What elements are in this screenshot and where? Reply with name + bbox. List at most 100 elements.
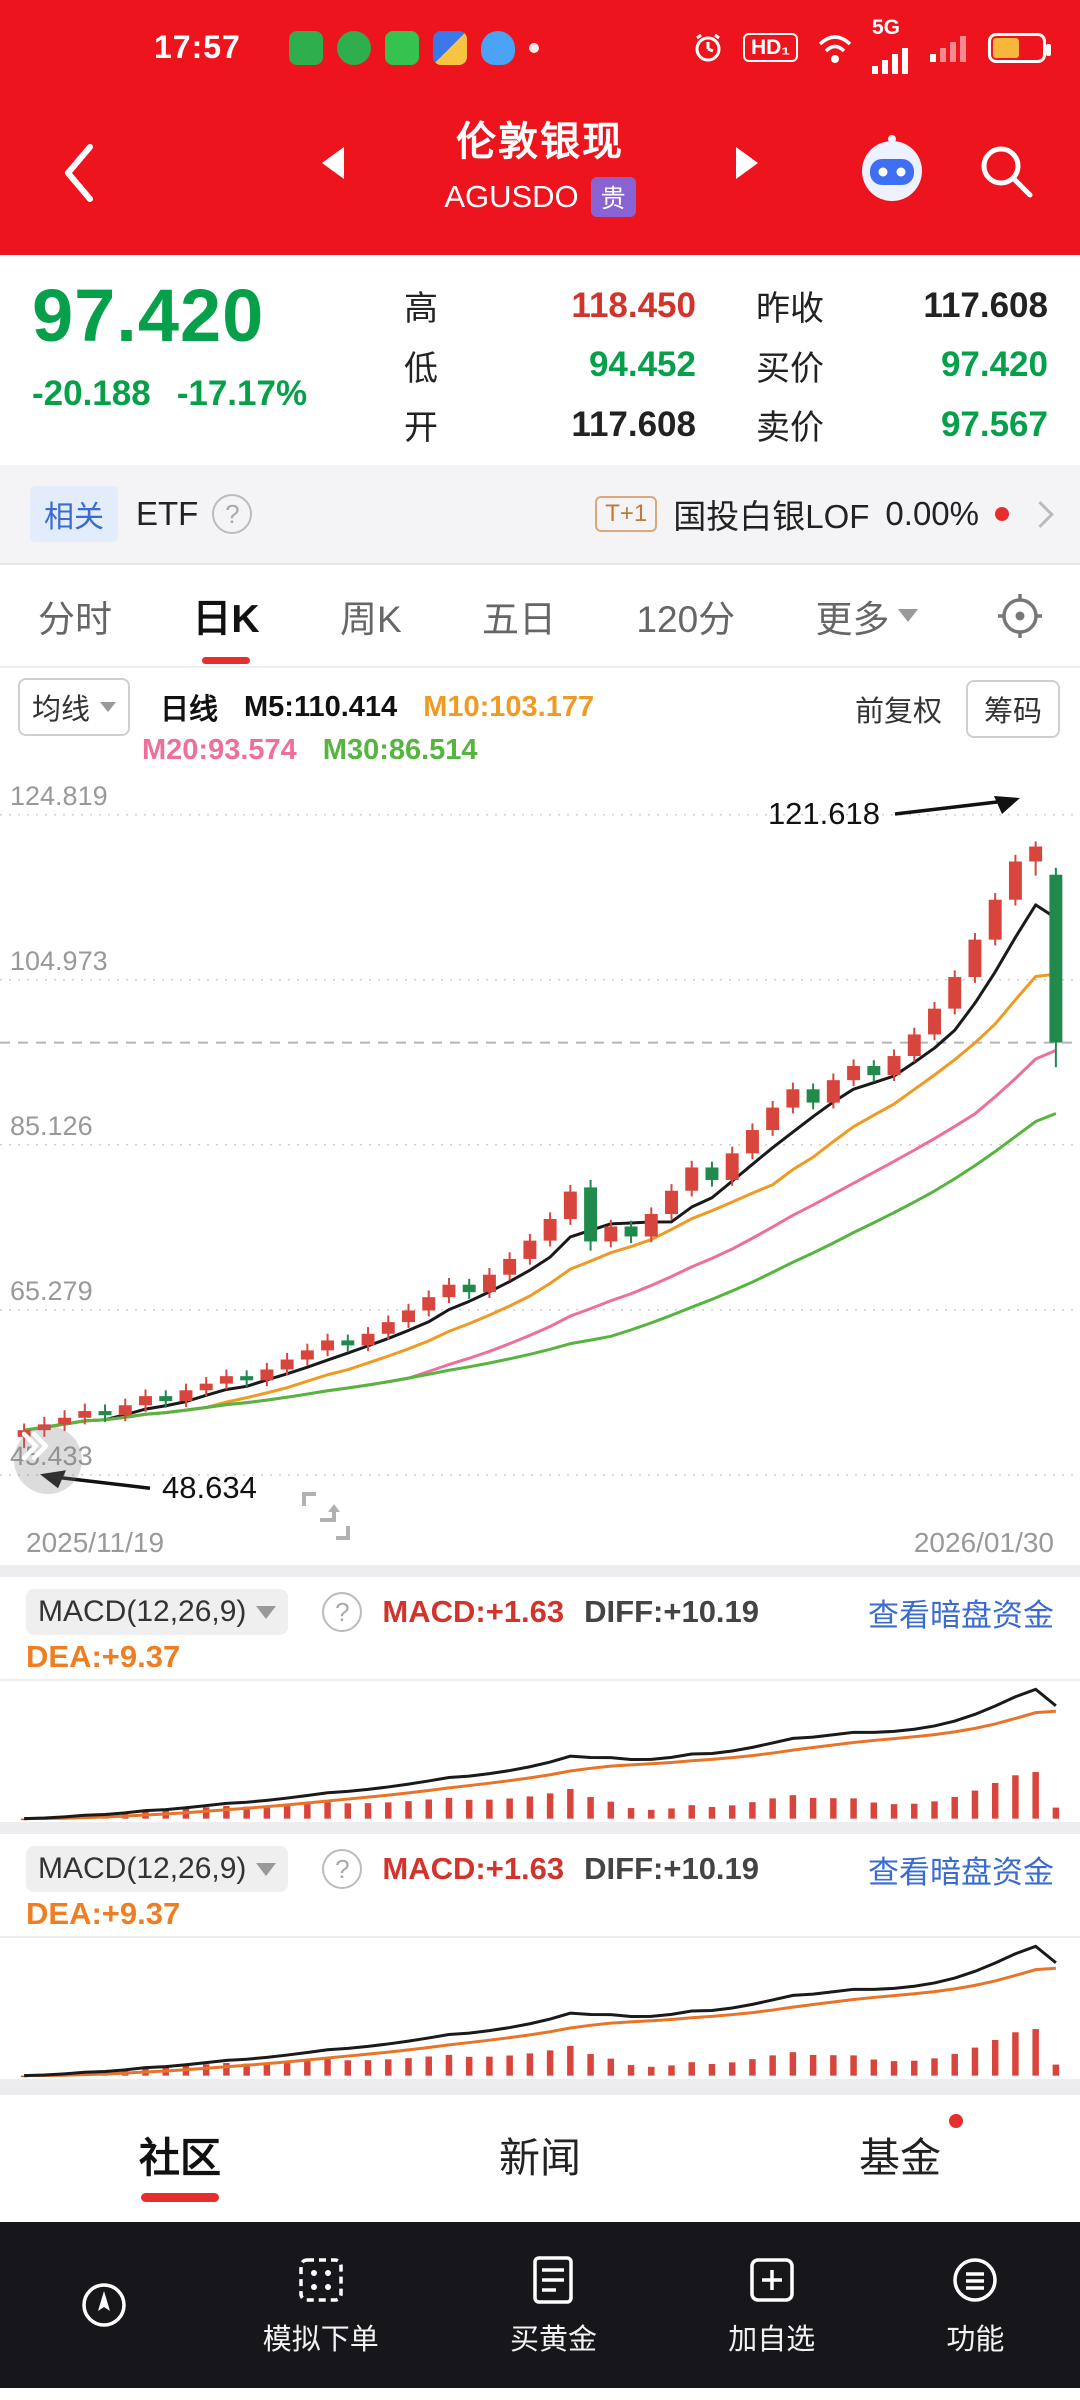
- sim2-signal-bars-icon: [930, 35, 966, 62]
- bottom-toolbar: 模拟下单 买黄金 加自选 功能: [0, 2222, 1080, 2388]
- fullscreen-corners-icon: [302, 1492, 350, 1540]
- page-title: 伦敦银现: [456, 120, 624, 164]
- high-value: 118.450: [571, 285, 696, 325]
- candlestick-svg[interactable]: 124.819104.97385.12665.27945.433121.6184…: [0, 780, 1080, 1520]
- ma-info-bar: 均线 日线 M5:110.414 M10:103.177 M20:93.574 …: [0, 668, 1080, 780]
- back-icon[interactable]: [60, 141, 96, 205]
- wifi-icon: [818, 34, 852, 63]
- ma-period-label: 日线: [160, 694, 219, 726]
- order-list-icon: [533, 2256, 574, 2304]
- chevron-right-icon: [1027, 500, 1054, 528]
- tab-minute[interactable]: 分时: [38, 598, 112, 640]
- title-block: 伦敦银现 AGUSDO 贵: [0, 109, 1080, 217]
- price-change-pct: -17.17%: [176, 374, 308, 413]
- prev-close-label: 昨收: [756, 290, 824, 328]
- security-app-icon: [288, 30, 323, 65]
- ma30-value: M30:86.514: [322, 734, 478, 766]
- diff-value: DIFF:+10.19: [584, 1594, 760, 1629]
- dea-value: DEA:+9.37: [26, 1896, 181, 1931]
- related-etf-bar[interactable]: 相关 ETF T+1 国投白银LOF 0.00%: [0, 465, 1080, 565]
- notification-icons: [288, 30, 539, 65]
- indicator-selector[interactable]: MACD(12,26,9): [26, 1846, 289, 1892]
- chevron-down-icon: [897, 609, 918, 622]
- market-badge: 贵: [590, 177, 636, 217]
- ma10-value: M10:103.177: [423, 690, 595, 723]
- expand-panel-button[interactable]: [14, 1426, 82, 1494]
- high-label: 高: [404, 290, 444, 328]
- badge-dot: [949, 2114, 963, 2128]
- search-icon[interactable]: [974, 139, 1038, 203]
- open-label: 开: [404, 409, 444, 447]
- svg-text:121.618: 121.618: [768, 796, 880, 831]
- sim-trade-button[interactable]: 模拟下单: [263, 2252, 379, 2358]
- macd-panel-1: MACD(12,26,9) MACD:+1.63 DIFF:+10.19 查看暗…: [0, 1577, 1080, 1822]
- prev-stock-icon[interactable]: [322, 147, 344, 179]
- low-value: 94.452: [588, 345, 696, 384]
- dark-pool-link[interactable]: 查看暗盘资金: [868, 1854, 1054, 1890]
- indicator-selector[interactable]: MACD(12,26,9): [26, 1589, 289, 1635]
- low-label: 低: [404, 349, 444, 388]
- dark-pool-link[interactable]: 查看暗盘资金: [868, 1597, 1054, 1633]
- ask-label: 卖价: [756, 409, 824, 447]
- tab-daily-k[interactable]: 日K: [190, 580, 261, 652]
- chevron-down-icon: [100, 702, 117, 712]
- kline-chart[interactable]: 124.819 104.973 85.126 65.279 45.433 121.618 4…: [0, 780, 1080, 1540]
- prev-close-value: 117.608: [923, 285, 1048, 325]
- ask-value: 97.567: [940, 404, 1048, 444]
- last-price: 97.420: [32, 274, 265, 357]
- tab-more[interactable]: 更多: [814, 581, 920, 651]
- weather-cloud-icon: [480, 30, 515, 65]
- hd-voice-icon: HD₁: [742, 32, 798, 63]
- tab-120min[interactable]: 120分: [636, 598, 736, 640]
- sim1-signal: 5G: [872, 16, 912, 74]
- clock-time: 17:57: [154, 29, 241, 65]
- double-chevron-right-icon: [21, 1431, 49, 1461]
- ma5-value: M5:110.414: [244, 690, 398, 723]
- sim-order-icon: [299, 2258, 343, 2302]
- next-stock-icon[interactable]: [736, 147, 758, 179]
- svg-text:124.819: 124.819: [10, 781, 108, 811]
- tab-community[interactable]: 社区: [0, 2124, 360, 2202]
- help-icon[interactable]: [212, 494, 253, 534]
- chevron-down-icon: [256, 1862, 277, 1876]
- fund-change-pct: 0.00%: [885, 495, 979, 532]
- svg-text:65.279: 65.279: [10, 1276, 93, 1306]
- battery-icon: [988, 32, 1051, 63]
- add-watchlist-button[interactable]: 加自选: [728, 2252, 815, 2358]
- macd-chart-svg[interactable]: [0, 1679, 1080, 1829]
- adjust-mode-toggle[interactable]: 前复权: [854, 696, 942, 728]
- tab-fund[interactable]: 基金: [720, 2114, 1080, 2184]
- macd-value: MACD:+1.63: [382, 1851, 565, 1886]
- related-badge: 相关: [30, 486, 118, 542]
- status-right-icons: HD₁ 5G: [691, 16, 1051, 74]
- buy-gold-button[interactable]: 买黄金: [510, 2252, 597, 2358]
- ma-selector-button[interactable]: 均线: [18, 678, 131, 736]
- price-change: -20.188: [32, 374, 151, 413]
- menu-circle-icon: [953, 2258, 998, 2302]
- macd-value: MACD:+1.63: [382, 1594, 565, 1629]
- chips-button[interactable]: 筹码: [965, 680, 1060, 738]
- functions-button[interactable]: 功能: [946, 2252, 1004, 2358]
- bid-label: 买价: [756, 349, 824, 388]
- stock-code: AGUSDO: [444, 179, 579, 214]
- tab-news[interactable]: 新闻: [499, 2135, 581, 2181]
- tab-weekly-k[interactable]: 周K: [339, 598, 402, 640]
- plus-square-icon: [749, 2258, 794, 2302]
- etf-label: ETF: [136, 495, 199, 532]
- help-icon[interactable]: [322, 1849, 363, 1889]
- macd-chart-svg[interactable]: [0, 1936, 1080, 2086]
- help-icon[interactable]: [322, 1592, 363, 1632]
- macd-panel-2: MACD(12,26,9) MACD:+1.63 DIFF:+10.19 查看暗…: [0, 1834, 1080, 2079]
- svg-text:85.126: 85.126: [10, 1111, 93, 1141]
- alarm-clock-icon: [695, 33, 721, 61]
- fund-name: 国投白银LOF: [673, 498, 870, 535]
- period-tabs: 分时 日K 周K 五日 120分 更多: [0, 565, 1080, 668]
- chart-settings-icon[interactable]: [996, 592, 1044, 640]
- bid-value: 97.420: [940, 345, 1048, 384]
- ma20-value: M20:93.574: [142, 734, 297, 766]
- compass-tool-button[interactable]: [76, 2277, 132, 2333]
- assistant-robot-icon[interactable]: [854, 131, 930, 207]
- svg-text:104.973: 104.973: [10, 946, 108, 976]
- tab-five-day[interactable]: 五日: [482, 598, 557, 640]
- browser-app-icon: [432, 30, 467, 65]
